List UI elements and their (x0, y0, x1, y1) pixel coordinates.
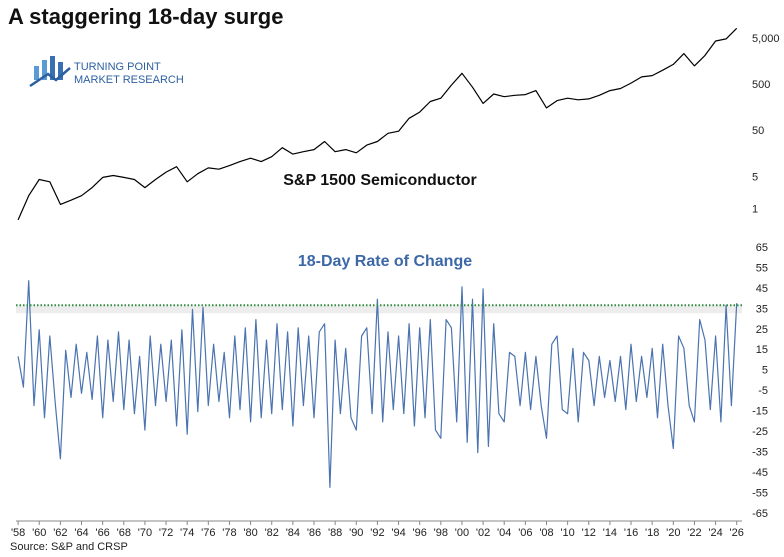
threshold-band (16, 305, 742, 314)
x-tick-label: '18 (645, 527, 659, 539)
source-note: Source: S&P and CRSP (10, 541, 128, 553)
logo-icon (29, 56, 71, 88)
x-tick-label: '60 (32, 527, 46, 539)
x-tick-label: '98 (434, 527, 448, 539)
y-tick-label: 5 (752, 171, 758, 183)
x-tick-label: '84 (286, 527, 300, 539)
y-tick-label: -5 (758, 385, 768, 397)
y-tick-label: 5,000 (752, 33, 780, 45)
x-tick-label: '70 (138, 527, 152, 539)
x-tick-label: '66 (95, 527, 109, 539)
x-tick-label: '00 (455, 527, 469, 539)
x-tick-label: '20 (666, 527, 680, 539)
y-tick-label: -55 (752, 487, 768, 499)
x-tick-label: '92 (370, 527, 384, 539)
x-tick-label: '62 (53, 527, 67, 539)
x-tick-label: '02 (476, 527, 490, 539)
x-tick-label: '06 (518, 527, 532, 539)
x-tick-label: '74 (180, 527, 194, 539)
x-tick-label: '22 (687, 527, 701, 539)
y-tick-label: -25 (752, 426, 768, 438)
series-label: S&P 1500 Semiconductor (283, 172, 477, 189)
x-tick-label: '26 (730, 527, 744, 539)
logo-text: TURNING POINT (74, 61, 161, 73)
x-tick-label: '90 (349, 527, 363, 539)
x-tick-label: '10 (560, 527, 574, 539)
y-tick-label: -15 (752, 406, 768, 418)
x-tick-label: '68 (117, 527, 131, 539)
x-tick-label: '16 (624, 527, 638, 539)
panel-title: 18-Day Rate of Change (298, 253, 472, 270)
y-tick-label: -45 (752, 467, 768, 479)
page-title: A staggering 18-day surge (8, 4, 283, 29)
logo-text: MARKET RESEARCH (74, 74, 184, 86)
y-tick-label: 50 (752, 125, 764, 137)
x-tick-label: '12 (582, 527, 596, 539)
x-tick-label: '88 (328, 527, 342, 539)
y-tick-label: 45 (756, 283, 768, 295)
x-tick-label: '86 (307, 527, 321, 539)
x-tick-label: '64 (74, 527, 88, 539)
y-tick-label: 500 (752, 79, 770, 91)
y-tick-label: 15 (756, 344, 768, 356)
x-tick-label: '76 (201, 527, 215, 539)
y-tick-label: 25 (756, 324, 768, 336)
y-tick-label: 1 (752, 204, 758, 216)
x-tick-label: '04 (497, 527, 511, 539)
x-tick-label: '80 (243, 527, 257, 539)
x-tick-label: '72 (159, 527, 173, 539)
x-tick-label: '82 (265, 527, 279, 539)
y-tick-label: 5 (762, 365, 768, 377)
x-tick-label: '24 (708, 527, 722, 539)
y-tick-label: -35 (752, 447, 768, 459)
x-tick-label: '14 (603, 527, 617, 539)
x-tick-label: '78 (222, 527, 236, 539)
y-tick-label: -65 (752, 508, 768, 520)
y-tick-label: 55 (756, 262, 768, 274)
series-line (17, 280, 738, 488)
series-line (17, 27, 738, 221)
x-tick-label: '58 (11, 527, 25, 539)
x-tick-label: '94 (391, 527, 405, 539)
y-tick-label: 35 (756, 303, 768, 315)
y-tick-label: 65 (756, 242, 768, 254)
x-tick-label: '08 (539, 527, 553, 539)
x-tick-label: '96 (413, 527, 427, 539)
